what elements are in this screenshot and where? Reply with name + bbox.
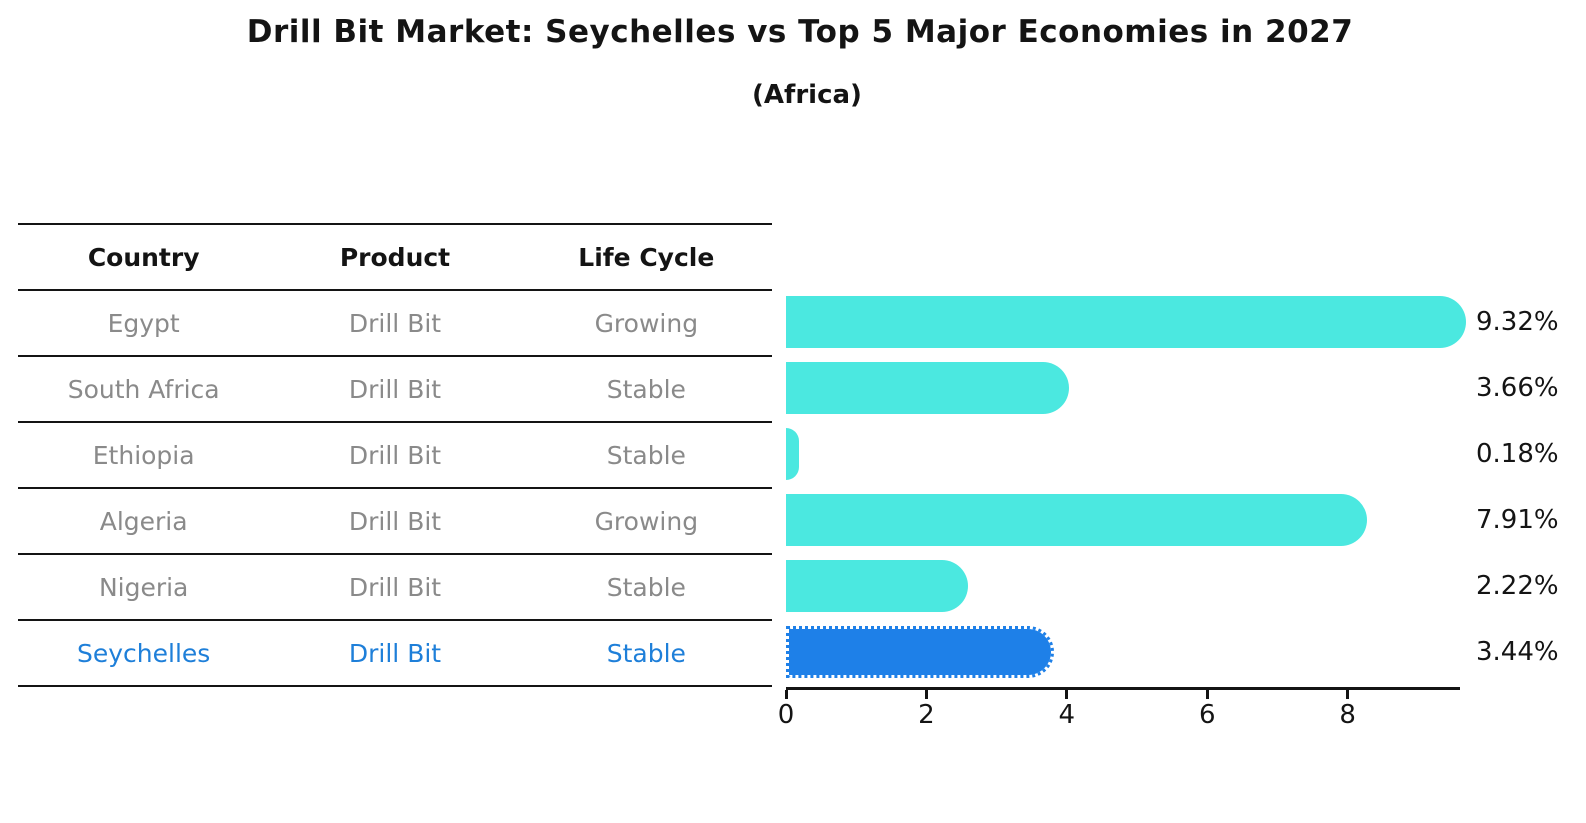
table-cell-country: Algeria xyxy=(99,506,188,536)
x-axis-tick-label: 2 xyxy=(918,700,935,730)
table-row: Egypt Drill Bit Growing xyxy=(18,289,772,355)
table-cell-product: Drill Bit xyxy=(348,638,442,668)
bar-south-africa xyxy=(786,362,1069,414)
table-cell-country: Ethiopia xyxy=(92,440,195,470)
table-cell-product: Drill Bit xyxy=(348,440,442,470)
table-cell-life-cycle: Stable xyxy=(606,440,686,470)
table-cell-product: Drill Bit xyxy=(348,572,442,602)
x-axis-tick xyxy=(1205,690,1209,699)
bar-row xyxy=(786,553,1486,619)
bar-value-label: 7.91% xyxy=(1476,505,1559,535)
x-axis-tick-label: 8 xyxy=(1339,700,1356,730)
table-cell-life-cycle: Growing xyxy=(594,308,699,338)
table-header-life-cycle: Life Cycle xyxy=(578,242,715,272)
bar-row xyxy=(786,289,1486,355)
bar-value-label: 3.44% xyxy=(1476,637,1559,667)
bar-value-labels: 9.32% 3.66% 0.18% 7.91% 2.22% 3.44% xyxy=(1476,289,1586,685)
table-cell-product: Drill Bit xyxy=(348,506,442,536)
bar-value-label: 9.32% xyxy=(1476,307,1559,337)
table-cell-country: South Africa xyxy=(67,374,220,404)
table-cell-life-cycle: Stable xyxy=(606,572,686,602)
bar-row xyxy=(786,355,1486,421)
country-table: Country Product Life Cycle Egypt Drill Bit G… xyxy=(18,223,772,687)
table-row: Nigeria Drill Bit Stable xyxy=(18,553,772,619)
table-cell-country: Nigeria xyxy=(98,572,189,602)
table-cell-country: Egypt xyxy=(107,308,180,338)
x-axis-tick xyxy=(1346,690,1350,699)
table-row: Algeria Drill Bit Growing xyxy=(18,487,772,553)
bar-algeria xyxy=(786,494,1368,546)
table-cell-product: Drill Bit xyxy=(348,374,442,404)
bar-nigeria xyxy=(786,560,968,612)
x-axis-tick xyxy=(924,690,928,699)
bar-value-label: 2.22% xyxy=(1476,571,1559,601)
bar-ethiopia xyxy=(786,428,799,480)
bar-value-label: 0.18% xyxy=(1476,439,1559,469)
table-row: Ethiopia Drill Bit Stable xyxy=(18,421,772,487)
chart-subtitle: (Africa) xyxy=(752,80,862,110)
table-cell-life-cycle: Stable xyxy=(606,374,686,404)
bar-chart xyxy=(786,289,1486,685)
x-axis-tick-label: 6 xyxy=(1199,700,1216,730)
table-header-product: Product xyxy=(339,242,451,272)
table-cell-product: Drill Bit xyxy=(348,308,442,338)
table-header-row: Country Product Life Cycle xyxy=(18,223,772,289)
table-row: Seychelles Drill Bit Stable xyxy=(18,619,772,685)
bar-row xyxy=(786,487,1486,553)
bar-value-label: 3.66% xyxy=(1476,373,1559,403)
bar-egypt xyxy=(786,296,1467,348)
table-header-country: Country xyxy=(87,242,200,272)
table-row: South Africa Drill Bit Stable xyxy=(18,355,772,421)
x-axis-tick xyxy=(1065,690,1069,699)
x-axis-tick-label: 4 xyxy=(1058,700,1076,730)
x-axis-tick-label: 0 xyxy=(777,700,795,730)
x-axis-line xyxy=(786,687,1460,690)
table-cell-life-cycle: Stable xyxy=(606,638,686,668)
bar-seychelles-highlight xyxy=(786,626,1054,678)
table-body: Egypt Drill Bit Growing South Africa Drill B… xyxy=(18,289,772,685)
bar-row xyxy=(786,619,1486,685)
chart-title: Drill Bit Market: Seychelles vs Top 5 Ma… xyxy=(246,14,1354,50)
table-cell-country: Seychelles xyxy=(77,638,211,668)
x-axis-tick xyxy=(784,690,788,699)
bar-row xyxy=(786,421,1486,487)
table-cell-life-cycle: Growing xyxy=(594,506,699,536)
